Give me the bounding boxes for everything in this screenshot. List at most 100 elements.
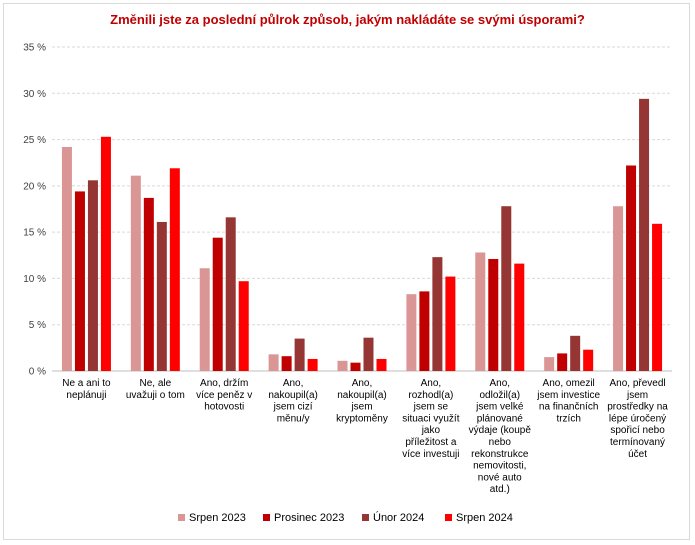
category-label: Ano, nakoupil(a) jsem cizí měnu/y	[268, 378, 317, 424]
bar	[337, 360, 348, 371]
bar	[61, 146, 72, 371]
bar	[488, 258, 499, 371]
legend-swatch	[445, 514, 452, 521]
category-label-line: více investuji	[402, 449, 459, 460]
category-label-line: Ano,	[352, 378, 373, 389]
legend-swatch	[263, 514, 270, 521]
category-label-line: měnu/y	[277, 413, 310, 424]
bar	[626, 165, 637, 371]
category-label: Ne, ale uvažuji o tom	[126, 378, 185, 401]
bar	[613, 206, 624, 371]
category-label-line: Ano, držím	[200, 378, 248, 389]
category-label: Ano, držím více peněz v hotovosti	[196, 378, 252, 413]
legend-swatch	[178, 514, 185, 521]
y-tick-label: 15 %	[23, 228, 46, 239]
category-label-line: neplánuji	[66, 390, 106, 401]
category-label-line: kryptoměny	[336, 413, 388, 424]
bar	[169, 168, 180, 371]
y-tick-label: 30 %	[23, 89, 46, 100]
y-tick-label: 20 %	[23, 181, 46, 192]
category-label-line: Ne a ani to	[62, 378, 111, 389]
bar	[557, 353, 568, 371]
legend-label: Srpen 2023	[189, 512, 246, 524]
y-tick-label: 10 %	[23, 274, 46, 285]
category-label-line: uvažuji o tom	[126, 390, 185, 401]
bar	[432, 257, 443, 371]
legend-label: Prosinec 2023	[274, 512, 344, 524]
category-label-line: jsem velké	[475, 402, 524, 413]
category-label: Ano, omezil jsem investice na finančních tr…	[536, 378, 600, 424]
bar	[281, 356, 292, 371]
bar	[363, 337, 374, 371]
category-label: Ne a ani to neplánuji	[62, 378, 111, 401]
bar	[639, 98, 650, 371]
bar	[475, 252, 486, 371]
category-label: Ano, převedl jsem prostředky na lépe úročen…	[607, 378, 668, 460]
bar	[212, 237, 223, 371]
category-label-line: nemovitosti,	[473, 461, 526, 472]
category-label-line: termínovaný	[610, 437, 665, 448]
legend-swatch	[362, 514, 369, 521]
category-label-line: jsem cizí	[273, 402, 313, 413]
y-tick-label: 25 %	[23, 135, 46, 146]
bar	[307, 358, 318, 371]
category-label-line: výdaje (koupě	[469, 425, 532, 436]
category-label-line: více peněz v	[196, 390, 252, 401]
category-label-line: rekonstrukce	[471, 449, 529, 460]
category-label-line: rozhodl(a)	[408, 390, 453, 401]
category-label: Ano, odložil(a) jsem velké plánované výdaje …	[469, 378, 532, 495]
bar	[445, 276, 456, 371]
category-label-line: účet	[628, 449, 647, 460]
category-label-line: Ano,	[283, 378, 304, 389]
bar	[156, 221, 167, 371]
category-label-line: Ano, omezil	[543, 378, 595, 389]
bar	[544, 357, 555, 371]
category-label-line: atd.)	[490, 484, 510, 495]
bar	[570, 335, 581, 371]
category-label-line: jsem investice	[536, 390, 600, 401]
chart-title: Změnili jste za poslední půlrok způsob, …	[110, 12, 585, 27]
category-label-line: situaci využít	[402, 413, 459, 424]
category-label-line: odložil(a)	[479, 390, 520, 401]
bar	[514, 263, 525, 371]
bar	[501, 206, 512, 371]
category-label: Ano, rozhodl(a) jsem se situaci využít jako p…	[402, 378, 459, 460]
bar	[130, 175, 141, 371]
category-label-line: lépe úročený	[609, 413, 666, 424]
bar	[238, 281, 249, 371]
bar	[419, 291, 430, 371]
category-label-line: trzích	[556, 413, 580, 424]
category-label-line: nakoupil(a)	[268, 390, 317, 401]
bar	[350, 362, 361, 371]
legend-label: Srpen 2024	[456, 512, 513, 524]
bar	[199, 268, 210, 371]
category-label-line: jsem se	[413, 402, 449, 413]
category-label-line: Ano,	[489, 378, 510, 389]
bar	[294, 338, 305, 371]
bar	[406, 294, 417, 371]
bar	[74, 191, 85, 371]
y-tick-label: 0 %	[29, 367, 46, 378]
category-label-line: jsem	[350, 402, 372, 413]
category-label-line: Ano, převedl	[609, 378, 665, 389]
category-label-line: Ano,	[421, 378, 442, 389]
bar	[268, 354, 279, 371]
category-label-line: hotovosti	[204, 402, 244, 413]
category-label-line: jako	[421, 425, 441, 436]
category-label-line: prostředky na	[607, 402, 668, 413]
category-label-line: Ne, ale	[139, 378, 171, 389]
bar	[583, 349, 594, 371]
category-label-line: nové auto	[478, 472, 522, 483]
category-label-line: příležitost a	[405, 437, 457, 448]
category-label-line: plánované	[477, 413, 524, 424]
category-label: Ano, nakoupil(a) jsem kryptoměny	[336, 378, 388, 424]
category-label-line: nakoupil(a)	[337, 390, 386, 401]
category-label-line: jsem	[626, 390, 648, 401]
category-label-line: na finančních	[539, 402, 599, 413]
bar	[87, 180, 98, 371]
bar	[652, 223, 663, 371]
chart-frame	[3, 3, 690, 540]
category-label-line: nebo	[489, 437, 512, 448]
y-tick-label: 35 %	[23, 43, 46, 54]
